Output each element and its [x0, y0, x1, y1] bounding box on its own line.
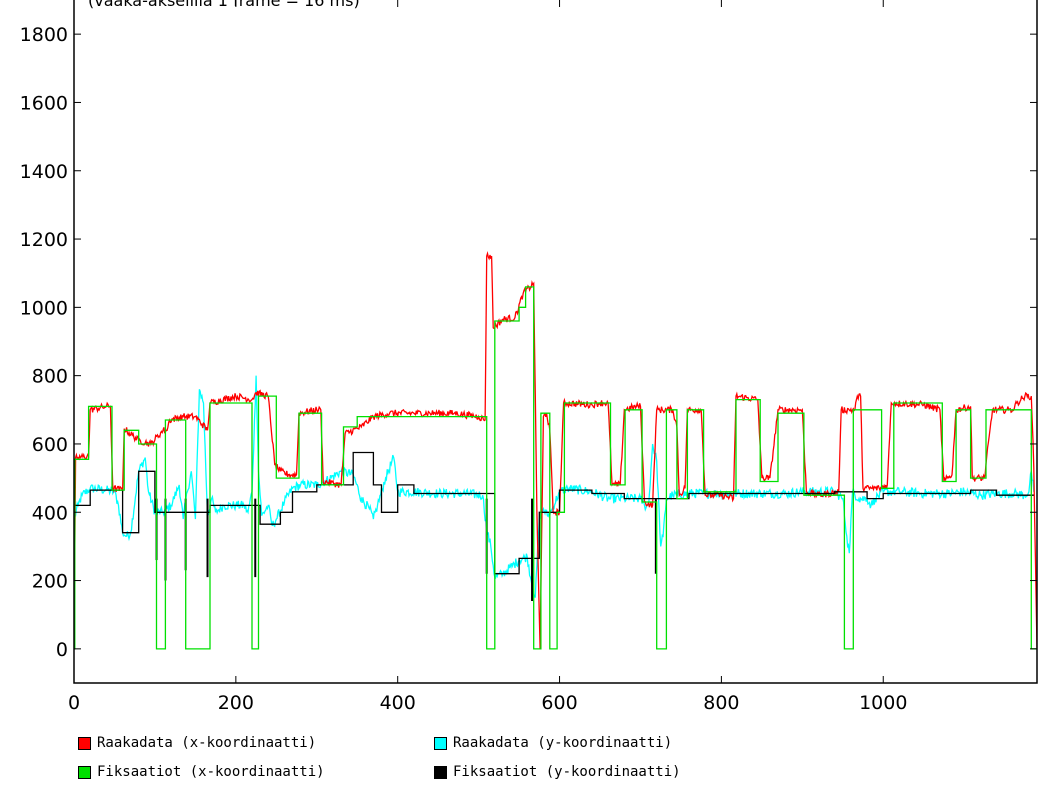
x-tick-label-4: 800	[703, 692, 739, 714]
series-line-0	[74, 250, 1037, 649]
y-tick-label-3: 600	[32, 434, 68, 456]
legend-label-fix-x: Fiksaatiot (x-koordinaatti)	[97, 764, 325, 780]
y-tick-label-1: 200	[32, 571, 68, 593]
y-tick-label-9: 1800	[20, 24, 68, 46]
x-tick-label-1: 200	[218, 692, 254, 714]
y-tick-label-6: 1200	[20, 229, 68, 251]
legend-item-fix-y: Fiksaatiot (y-koordinaatti)	[434, 764, 681, 780]
plot-frame	[73, 0, 1038, 684]
plot-area	[74, 250, 1037, 650]
x-tick-label-5: 1000	[859, 692, 907, 714]
axes: 0 200 400 600 800 1000 1200 1400 1600 1800 0 200 400…	[20, 0, 1038, 714]
y-tick-label-0: 0	[56, 639, 68, 661]
legend-swatch-fix-y	[434, 765, 447, 779]
y-tick-label-2: 400	[32, 502, 68, 524]
series-line-1	[74, 375, 1035, 598]
legend-label-raw-x: Raakadata (x-koordinaatti)	[97, 735, 317, 751]
chart-title: (vaaka-akselilla 1 frame = 16 ms)	[88, 0, 360, 10]
x-tick-label-3: 600	[541, 692, 577, 714]
legend-item-fix-x: Fiksaatiot (x-koordinaatti)	[78, 764, 325, 780]
legend-swatch-fix-x	[78, 765, 91, 779]
series-line-2	[74, 286, 1037, 650]
y-tick-label-8: 1600	[20, 92, 68, 114]
x-tick-label-2: 400	[380, 692, 416, 714]
legend-item-raw-y: Raakadata (y-koordinaatti)	[434, 735, 672, 751]
x-tick-label-0: 0	[68, 692, 80, 714]
legend-label-raw-y: Raakadata (y-koordinaatti)	[453, 735, 673, 751]
y-tick-label-5: 1000	[20, 297, 68, 319]
legend-label-fix-y: Fiksaatiot (y-koordinaatti)	[453, 764, 681, 780]
legend-swatch-raw-y	[434, 736, 447, 750]
line-chart: 0 200 400 600 800 1000 1200 1400 1600 1800 0 200 400…	[20, 0, 1038, 714]
legend-swatch-raw-x	[78, 736, 91, 750]
y-tick-label-4: 800	[32, 366, 68, 388]
y-tick-label-7: 1400	[20, 161, 68, 183]
legend-item-raw-x: Raakadata (x-koordinaatti)	[78, 735, 316, 751]
series-group	[74, 250, 1037, 650]
